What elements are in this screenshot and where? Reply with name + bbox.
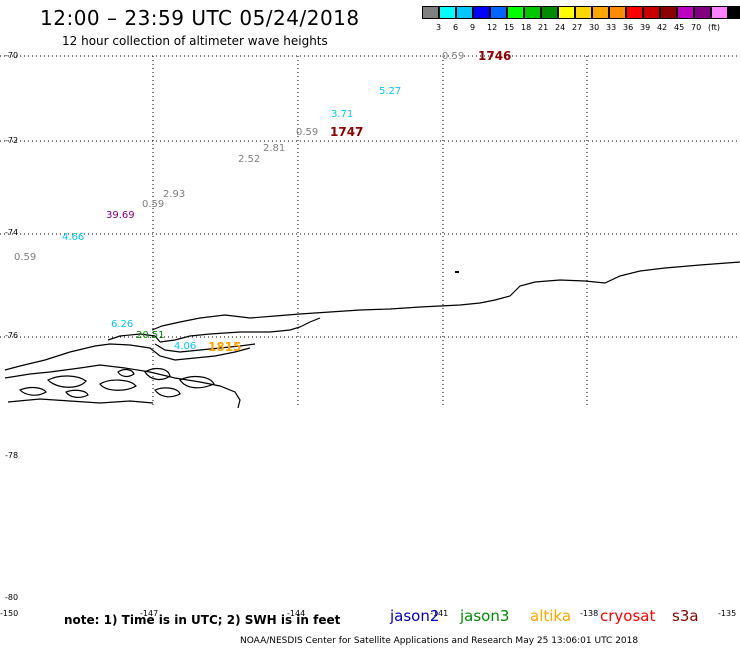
scale-color-swatch [711,6,728,19]
scale-label: 39 [640,23,651,32]
wave-height-label: 0.59 [14,252,37,263]
wave-height-label: 2.81 [263,143,286,154]
lat-label: -80 [5,593,19,602]
credit-line: NOAA/NESDIS Center for Satellite Applica… [240,636,639,646]
scale-label: 30 [589,23,600,32]
scale-color-swatch [626,6,643,19]
wave-height-label: 5.27 [379,86,402,97]
satellite-legend-jason3: jason3 [460,607,510,625]
time-label: 1746 [478,49,512,63]
scale-color-swatch [473,6,490,19]
scale-color-swatch [643,6,660,19]
lon-label: -138 [580,609,599,618]
scale-color-swatch [677,6,694,19]
wave-height-label: 0.59 [442,51,465,62]
lat-label: -76 [5,331,19,340]
scale-label: 70 [691,23,702,32]
scale-color-swatch [575,6,592,19]
graticule [0,55,740,408]
scale-label: 3 [436,23,442,32]
small-island [455,271,459,273]
wave-height-label: 2.93 [163,189,186,200]
scale-color-swatch [422,6,439,19]
coast-segment [107,333,161,343]
scale-color-swatch [558,6,575,19]
island [46,375,87,388]
scale-label: 21 [538,23,549,32]
coast-segment [159,317,321,343]
wave-height-label: 6.26 [111,319,134,330]
scale-label: (ft) [708,23,721,32]
map-subtitle: 12 hour collection of altimeter wave hei… [62,34,328,48]
time-label: 1815 [208,340,242,354]
wave-height-label: 20.51 [136,330,165,341]
scale-color-swatch [694,6,711,19]
scale-label: 12 [487,23,498,32]
scale-color-swatch [507,6,524,19]
map-title: 12:00 – 23:59 UTC 05/24/2018 [40,6,360,30]
coast-segment [7,398,154,404]
coast-segment [4,364,241,409]
scale-color-swatch [609,6,626,19]
coast-segment [4,343,251,371]
scale-label: 6 [453,23,459,32]
scale-color-swatch [592,6,609,19]
wave-height-label: 4.66 [62,232,85,243]
scale-color-swatch [541,6,558,19]
island [144,367,171,381]
scale-label: 45 [674,23,685,32]
wave-height-label: 3.71 [331,109,354,120]
satellite-legend-altika: altika [530,607,572,625]
island [179,375,215,389]
wave-height-label: 0.59 [296,127,319,138]
units-note: note: 1) Time is in UTC; 2) SWH is in fe… [64,613,341,627]
scale-color-swatch [524,6,541,19]
lat-label: -74 [5,228,19,237]
wave-height-label: 0.59 [142,199,165,210]
scale-color-swatch [728,6,740,19]
scale-label: 36 [623,23,634,32]
scale-color-swatch [439,6,456,19]
island [154,387,181,398]
wave-height-label: 2.52 [238,154,261,165]
island [117,368,135,378]
scale-label: 27 [572,23,583,32]
scale-label: 24 [555,23,566,32]
island [99,379,137,391]
scale-color-swatch [456,6,473,19]
scale-label: 33 [606,23,617,32]
wave-height-label: 39.69 [106,210,135,221]
satellite-legend-s3a: s3a [672,607,699,625]
lat-label: -70 [5,51,19,60]
lon-label: -135 [718,609,737,618]
satellite-legend-jason2: jason2 [390,607,440,625]
island [65,389,89,398]
lon-label: -147 [140,609,159,618]
coast-segment [154,343,256,353]
time-label: 1747 [330,125,364,139]
scale-label: 9 [470,23,476,32]
satellite-legend-cryosat: cryosat [600,607,656,625]
lon-label: -144 [287,609,306,618]
lon-label: -150 [0,609,19,618]
lon-label: -141 [430,609,449,618]
scale-label: 18 [521,23,532,32]
coastline [4,261,740,409]
lat-label: -72 [5,136,19,145]
scale-label: 42 [657,23,668,32]
wave-height-label: 4.06 [174,341,197,352]
scale-label: 15 [504,23,515,32]
scale-color-swatch [490,6,507,19]
ice-shelf-edge [151,261,740,331]
scale-color-swatch [660,6,677,19]
island [18,386,47,396]
lat-label: -78 [5,451,19,460]
